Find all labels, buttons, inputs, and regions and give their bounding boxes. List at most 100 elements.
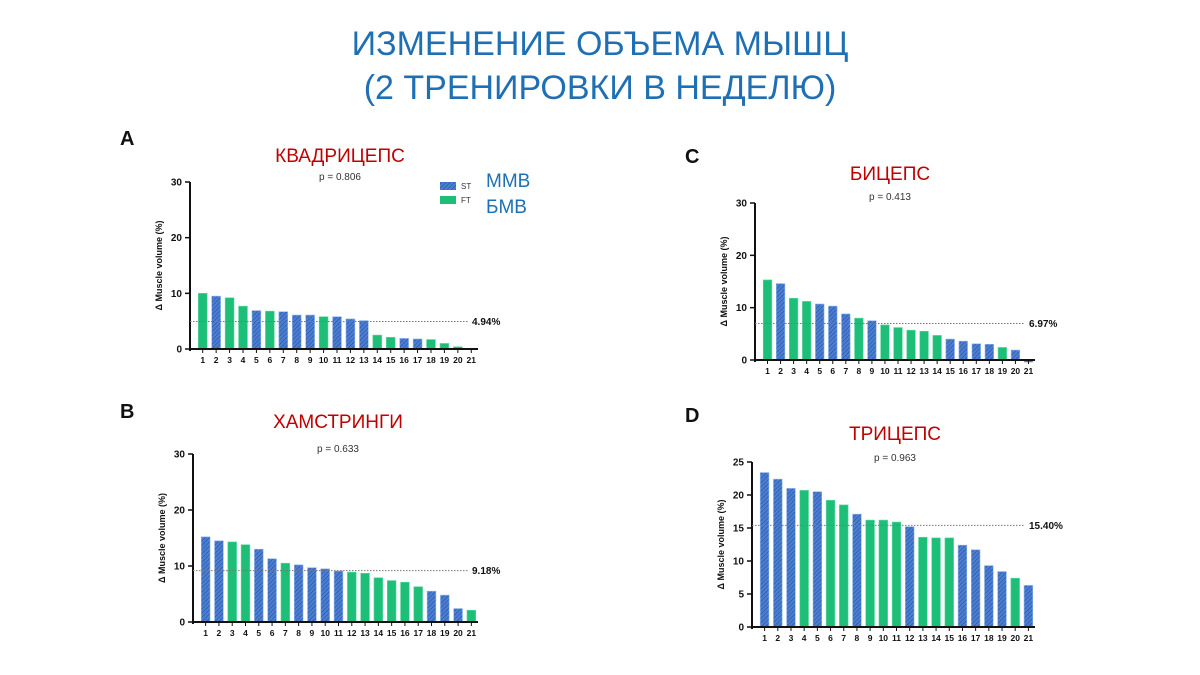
y-tick-label: 30 xyxy=(174,450,186,461)
x-tick-label: 7 xyxy=(283,628,288,638)
slide-title: ИЗМЕНЕНИЕ ОБЪЕМА МЫШЦ (2 ТРЕНИРОВКИ В НЕ… xyxy=(0,22,1200,110)
bar-ft xyxy=(997,347,1007,361)
bar-ft xyxy=(944,537,954,628)
y-axis-label: Δ Muscle volume (%) xyxy=(157,493,167,583)
x-tick-label: 4 xyxy=(802,633,807,643)
bar-st xyxy=(251,310,262,350)
y-tick-label: 30 xyxy=(171,178,183,189)
bar-ft xyxy=(839,504,849,628)
legend-swatch-ft xyxy=(440,196,456,204)
bar-ft xyxy=(878,519,888,628)
bar-st xyxy=(399,338,409,350)
x-tick-label: 3 xyxy=(227,355,232,365)
panel-letter: D xyxy=(685,405,699,427)
x-tick-label: 3 xyxy=(791,366,796,376)
x-tick-label: 13 xyxy=(359,355,369,365)
bar-ft xyxy=(466,609,477,623)
x-tick-label: 14 xyxy=(374,628,384,638)
bar-st xyxy=(211,295,221,350)
legend-label: FT xyxy=(461,196,471,205)
x-tick-label: 9 xyxy=(310,628,315,638)
panel-letter: C xyxy=(685,146,699,168)
y-tick-label: 0 xyxy=(176,345,182,356)
x-tick-label: 9 xyxy=(870,366,875,376)
x-tick-label: 9 xyxy=(308,355,313,365)
legend-ru-label: ММВ xyxy=(486,171,530,192)
bar-st xyxy=(828,305,838,361)
legend-ru-label: БМВ xyxy=(486,197,527,218)
mean-label: 4.94% xyxy=(472,317,500,328)
bar-ft xyxy=(906,329,916,361)
y-tick-label: 25 xyxy=(733,458,745,469)
bar-st xyxy=(786,488,796,628)
x-tick-label: 5 xyxy=(817,366,822,376)
x-tick-label: 6 xyxy=(267,355,272,365)
bar-ft xyxy=(825,499,836,628)
y-tick-label: 30 xyxy=(736,199,748,210)
bar-st xyxy=(812,491,823,628)
x-tick-label: 20 xyxy=(453,355,463,365)
y-tick-label: 10 xyxy=(174,562,186,573)
x-tick-label: 12 xyxy=(346,355,356,365)
bar-ft xyxy=(280,562,291,623)
x-tick-label: 15 xyxy=(945,633,955,643)
x-tick-label: 15 xyxy=(945,366,955,376)
x-tick-label: 11 xyxy=(894,366,903,376)
x-tick-label: 19 xyxy=(440,355,450,365)
x-tick-label: 11 xyxy=(333,355,342,365)
bar-st xyxy=(841,313,851,361)
x-tick-label: 6 xyxy=(828,633,833,643)
x-tick-label: 19 xyxy=(440,628,450,638)
bar-st xyxy=(200,536,211,623)
bar-st xyxy=(412,338,423,350)
panel-title: БИЦЕПС xyxy=(850,164,930,185)
bar-st xyxy=(305,314,315,350)
x-tick-label: 1 xyxy=(765,366,770,376)
y-tick-label: 20 xyxy=(733,491,745,502)
x-tick-label: 5 xyxy=(254,355,259,365)
x-tick-label: 10 xyxy=(319,355,329,365)
x-tick-label: 10 xyxy=(320,628,330,638)
bar-st xyxy=(426,590,437,623)
x-tick-label: 15 xyxy=(387,628,397,638)
x-tick-label: 5 xyxy=(815,633,820,643)
bar-st xyxy=(773,478,783,628)
y-tick-label: 20 xyxy=(171,233,183,244)
x-tick-label: 2 xyxy=(775,633,780,643)
bar-ft xyxy=(400,581,410,623)
bar-ft xyxy=(789,297,799,361)
bar-ft xyxy=(385,337,396,350)
bar-st xyxy=(775,283,786,361)
chart-panel-a: A КВАДРИЦЕПС p = 0.806 0 10 20 30 Δ Muscle volu… xyxy=(120,128,530,365)
bar-ft xyxy=(426,339,436,350)
bar-ft xyxy=(1010,577,1020,628)
title-line-2: (2 ТРЕНИРОВКИ В НЕДЕЛЮ) xyxy=(363,69,837,107)
bar-ft xyxy=(386,580,397,623)
bar-ft xyxy=(224,297,235,350)
x-tick-label: 17 xyxy=(971,633,981,643)
bar-st xyxy=(254,548,264,623)
chart-panel-b: B ХАМСТРИНГИ p = 0.633 0 10 20 30 Δ Muscle volu… xyxy=(120,401,500,638)
x-tick-label: 21 xyxy=(467,628,477,638)
x-tick-label: 3 xyxy=(230,628,235,638)
y-tick-label: 10 xyxy=(171,289,183,300)
y-tick-label: 10 xyxy=(733,557,745,568)
bar-st xyxy=(958,340,968,361)
bar-st xyxy=(997,571,1007,628)
bar-st xyxy=(1010,349,1021,361)
bar-ft xyxy=(240,544,251,623)
x-tick-label: 20 xyxy=(1010,633,1020,643)
x-tick-label: 20 xyxy=(453,628,463,638)
bar-ft xyxy=(413,586,423,623)
bar-st xyxy=(815,303,825,361)
panel-title: ТРИЦЕПС xyxy=(849,424,941,445)
x-tick-label: 8 xyxy=(294,355,299,365)
bar-st xyxy=(970,549,981,628)
y-axis-label: Δ Muscle volume (%) xyxy=(154,221,164,311)
y-tick-label: 15 xyxy=(733,524,745,535)
bar-ft xyxy=(762,279,773,361)
y-tick-label: 20 xyxy=(736,251,748,262)
p-value: p = 0.633 xyxy=(317,444,359,455)
x-tick-label: 16 xyxy=(958,633,968,643)
bar-st xyxy=(359,320,369,350)
